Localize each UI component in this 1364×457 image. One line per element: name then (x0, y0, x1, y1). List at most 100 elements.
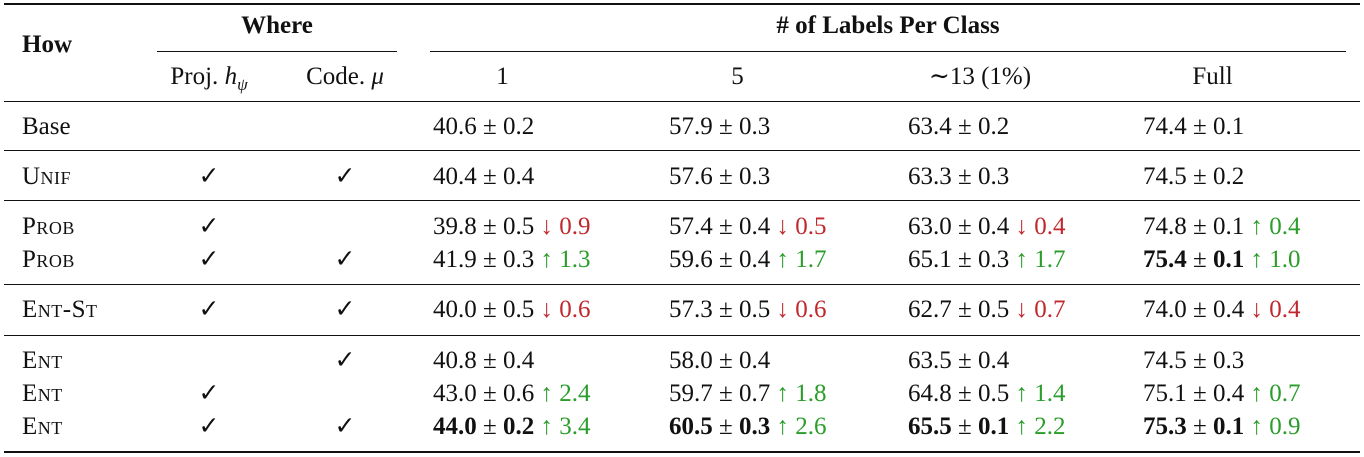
result-cell: 57.9 ± 0.3 (669, 111, 770, 143)
result-mean: 74.0 (1143, 296, 1187, 323)
result-std: 0.1 (1212, 413, 1245, 440)
result-mean: 75.3 (1143, 413, 1187, 440)
result-std: 0.5 (977, 296, 1010, 323)
group-rule-1 (4, 150, 1360, 151)
labels-underline (430, 51, 1346, 52)
result-mean: 60.5 (669, 413, 713, 440)
plus-minus: ± (1193, 113, 1207, 140)
header-proj-label: Proj. (170, 63, 219, 90)
result-cell: 63.3 ± 0.3 (908, 161, 1009, 193)
result-std: 0.4 (1212, 296, 1245, 323)
top-rule (4, 3, 1360, 5)
result-std: 0.3 (977, 246, 1010, 273)
result-mean: 39.8 (433, 213, 477, 240)
result-delta: 2.6 (795, 413, 827, 440)
plus-minus: ± (1193, 296, 1207, 323)
plus-minus: ± (719, 296, 733, 323)
result-cell: 63.4 ± 0.2 (908, 111, 1009, 143)
result-cell: 63.5 ± 0.4 (908, 345, 1009, 377)
header-labels-per-class: # of Labels Per Class (776, 12, 1000, 39)
result-std: 0.4 (738, 246, 771, 273)
result-std: 0.7 (738, 380, 771, 407)
plus-minus: ± (719, 246, 733, 273)
result-std: 0.3 (502, 246, 535, 273)
result-cell: 74.0 ± 0.4 ↓ 0.4 (1143, 294, 1300, 326)
result-delta: 0.6 (559, 296, 591, 323)
result-cell: 57.6 ± 0.3 (669, 161, 770, 193)
result-std: 0.3 (977, 163, 1010, 190)
up-arrow-icon: ↑ (776, 413, 789, 440)
result-mean: 43.0 (433, 380, 477, 407)
result-std: 0.1 (1212, 113, 1245, 140)
down-arrow-icon: ↓ (1015, 213, 1028, 240)
row-method: Base (22, 113, 71, 140)
group-rule-4 (4, 335, 1360, 336)
down-arrow-icon: ↓ (540, 213, 553, 240)
result-delta: 0.6 (795, 296, 827, 323)
result-cell: 74.5 ± 0.2 (1143, 161, 1244, 193)
up-arrow-icon: ↑ (540, 413, 553, 440)
proj-check-icon: ✓ (198, 380, 220, 407)
result-delta: 1.4 (1034, 380, 1066, 407)
plus-minus: ± (719, 413, 733, 440)
result-std: 0.2 (1212, 163, 1245, 190)
result-std: 0.3 (738, 113, 771, 140)
result-std: 0.2 (502, 413, 535, 440)
result-delta: 1.0 (1269, 246, 1301, 273)
result-delta: 0.7 (1269, 380, 1301, 407)
result-delta: 1.7 (1034, 246, 1066, 273)
result-cell: 63.0 ± 0.4 ↓ 0.4 (908, 211, 1065, 243)
plus-minus: ± (483, 296, 497, 323)
header-rule (4, 101, 1360, 102)
row-method: Ent (22, 413, 63, 440)
proj-check-icon: ✓ (198, 413, 220, 440)
plus-minus: ± (958, 347, 972, 374)
result-cell: 65.1 ± 0.3 ↑ 1.7 (908, 244, 1065, 276)
result-std: 0.5 (977, 380, 1010, 407)
result-cell: 75.4 ± 0.1 ↑ 1.0 (1143, 244, 1300, 276)
code-check-icon: ✓ (334, 246, 356, 273)
down-arrow-icon: ↓ (776, 296, 789, 323)
plus-minus: ± (719, 347, 733, 374)
plus-minus: ± (958, 113, 972, 140)
result-delta: 1.3 (559, 246, 591, 273)
result-mean: 75.4 (1143, 246, 1187, 273)
result-cell: 40.8 ± 0.4 (433, 345, 534, 377)
result-cell: 75.1 ± 0.4 ↑ 0.7 (1143, 378, 1300, 410)
result-std: 0.5 (738, 296, 771, 323)
result-mean: 40.0 (433, 296, 477, 323)
plus-minus: ± (1193, 380, 1207, 407)
result-delta: 1.7 (795, 246, 827, 273)
result-std: 0.4 (977, 347, 1010, 374)
plus-minus: ± (958, 296, 972, 323)
proj-check-icon: ✓ (198, 246, 220, 273)
result-std: 0.1 (977, 413, 1010, 440)
plus-minus: ± (958, 246, 972, 273)
result-cell: 41.9 ± 0.3 ↑ 1.3 (433, 244, 590, 276)
group-rule-3 (4, 284, 1360, 285)
result-mean: 41.9 (433, 246, 477, 273)
plus-minus: ± (483, 113, 497, 140)
header-where: Where (241, 12, 313, 39)
code-check-icon: ✓ (334, 347, 356, 374)
result-delta: 0.4 (1269, 296, 1301, 323)
header-col-full: Full (1192, 63, 1233, 90)
result-cell: 74.5 ± 0.3 (1143, 345, 1244, 377)
result-delta: 2.2 (1034, 413, 1066, 440)
result-delta: 0.5 (795, 213, 827, 240)
plus-minus: ± (1193, 163, 1207, 190)
row-method: Ent (22, 347, 63, 374)
result-cell: 44.0 ± 0.2 ↑ 3.4 (433, 411, 590, 443)
plus-minus: ± (1193, 246, 1207, 273)
result-std: 0.2 (977, 113, 1010, 140)
header-col-1: 1 (496, 63, 509, 90)
result-mean: 40.6 (433, 113, 477, 140)
plus-minus: ± (719, 163, 733, 190)
plus-minus: ± (719, 213, 733, 240)
plus-minus: ± (958, 380, 972, 407)
result-mean: 57.6 (669, 163, 713, 190)
plus-minus: ± (483, 246, 497, 273)
result-std: 0.3 (1212, 347, 1245, 374)
result-cell: 40.6 ± 0.2 (433, 111, 534, 143)
result-std: 0.1 (1212, 246, 1245, 273)
